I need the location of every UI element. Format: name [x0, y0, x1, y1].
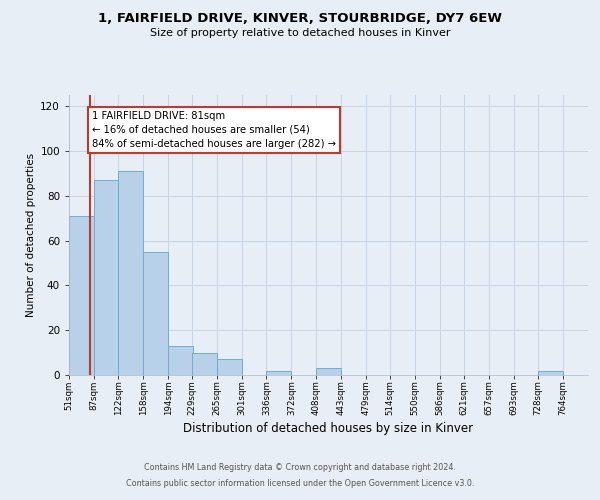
- Text: Size of property relative to detached houses in Kinver: Size of property relative to detached ho…: [150, 28, 450, 38]
- Text: Contains HM Land Registry data © Crown copyright and database right 2024.: Contains HM Land Registry data © Crown c…: [144, 464, 456, 472]
- Text: Contains public sector information licensed under the Open Government Licence v3: Contains public sector information licen…: [126, 478, 474, 488]
- Bar: [266, 370, 292, 375]
- Bar: [316, 368, 341, 375]
- Bar: [217, 360, 242, 375]
- Bar: [118, 171, 143, 375]
- Bar: [168, 346, 193, 375]
- Y-axis label: Number of detached properties: Number of detached properties: [26, 153, 36, 317]
- Bar: [538, 370, 563, 375]
- Bar: [94, 180, 119, 375]
- Text: 1 FAIRFIELD DRIVE: 81sqm
← 16% of detached houses are smaller (54)
84% of semi-d: 1 FAIRFIELD DRIVE: 81sqm ← 16% of detach…: [92, 110, 336, 148]
- Bar: [193, 352, 217, 375]
- X-axis label: Distribution of detached houses by size in Kinver: Distribution of detached houses by size …: [184, 422, 473, 436]
- Bar: [69, 216, 94, 375]
- Text: 1, FAIRFIELD DRIVE, KINVER, STOURBRIDGE, DY7 6EW: 1, FAIRFIELD DRIVE, KINVER, STOURBRIDGE,…: [98, 12, 502, 26]
- Bar: [143, 252, 168, 375]
